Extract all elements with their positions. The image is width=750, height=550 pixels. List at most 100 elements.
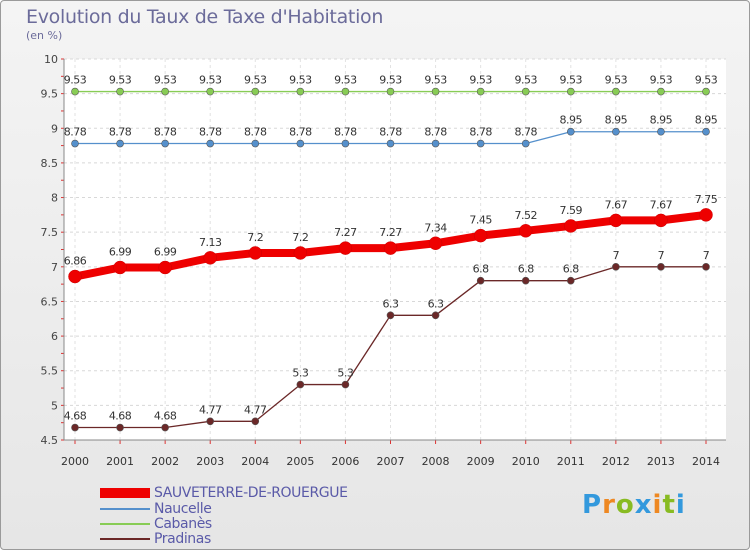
y-tick-label: 5 <box>51 399 58 412</box>
data-label-naucelle: 8.78 <box>469 126 492 139</box>
x-tick-label: 2011 <box>557 455 585 468</box>
data-label-pradinas: 6.8 <box>563 263 579 276</box>
data-label-pradinas: 4.68 <box>64 410 87 423</box>
data-label-caban-s: 9.53 <box>605 74 628 87</box>
legend-label-naucelle: Naucelle <box>154 501 212 517</box>
y-tick-label: 6.5 <box>41 295 59 308</box>
data-point-caban-s <box>71 87 79 96</box>
data-label-naucelle: 8.78 <box>379 126 402 139</box>
y-tick-label: 4.5 <box>41 434 59 447</box>
data-point-pradinas <box>521 276 530 285</box>
data-label-sauveterre-de-rouergue: 7.52 <box>514 209 537 222</box>
y-tick-label: 10 <box>44 53 58 66</box>
y-tick-label: 6 <box>51 330 58 343</box>
data-label-pradinas: 6.3 <box>428 297 444 310</box>
data-label-caban-s: 9.53 <box>469 74 492 87</box>
data-point-naucelle <box>476 139 485 148</box>
data-label-naucelle: 8.78 <box>334 126 357 139</box>
data-point-naucelle <box>206 139 215 148</box>
x-tick-label: 2003 <box>196 455 224 468</box>
x-tick-label: 2007 <box>377 455 405 468</box>
data-point-sauveterre-de-rouergue <box>248 246 263 260</box>
data-point-pradinas <box>702 263 710 271</box>
data-label-naucelle: 8.95 <box>695 114 718 127</box>
chart-title: Evolution du Taux de Taxe d'Habitation <box>26 6 384 28</box>
logo-letter: o <box>615 490 635 520</box>
data-point-sauveterre-de-rouergue <box>383 241 398 255</box>
x-tick-label: 2000 <box>61 455 89 468</box>
data-point-naucelle <box>116 139 124 148</box>
legend-swatch-pradinas <box>100 538 150 540</box>
data-point-naucelle <box>702 127 710 136</box>
x-tick-label: 2005 <box>286 455 314 468</box>
data-point-naucelle <box>566 127 575 136</box>
data-point-sauveterre-de-rouergue <box>564 219 578 233</box>
data-point-pradinas <box>431 311 440 320</box>
data-point-naucelle <box>657 127 665 136</box>
data-point-caban-s <box>657 87 665 96</box>
x-tick-label: 2004 <box>241 455 269 468</box>
y-tick-label: 7.5 <box>41 226 59 239</box>
x-tick-label: 2009 <box>467 455 495 468</box>
data-point-naucelle <box>612 127 620 136</box>
data-point-pradinas <box>116 423 124 432</box>
data-label-naucelle: 8.95 <box>605 114 628 127</box>
legend-swatch-naucelle <box>100 508 150 510</box>
data-point-pradinas <box>71 423 79 432</box>
data-point-sauveterre-de-rouergue <box>293 246 308 260</box>
data-point-sauveterre-de-rouergue <box>473 228 488 243</box>
data-point-sauveterre-de-rouergue <box>203 251 217 265</box>
chart-subtitle: (en %) <box>26 29 63 42</box>
data-label-sauveterre-de-rouergue: 7.59 <box>560 204 583 217</box>
data-point-naucelle <box>296 139 305 148</box>
x-tick-label: 2013 <box>647 455 675 468</box>
data-label-sauveterre-de-rouergue: 7.13 <box>199 236 222 249</box>
data-label-sauveterre-de-rouergue: 6.86 <box>64 255 87 268</box>
data-point-caban-s <box>206 87 215 96</box>
data-label-pradinas: 7 <box>658 249 665 262</box>
data-point-naucelle <box>521 139 530 148</box>
y-tick-label: 9.5 <box>41 88 59 101</box>
data-label-pradinas: 4.77 <box>244 403 267 416</box>
data-label-caban-s: 9.53 <box>695 74 718 87</box>
legend-swatch-cabanes <box>100 523 150 525</box>
data-label-naucelle: 8.78 <box>424 126 447 139</box>
data-label-pradinas: 5.3 <box>292 367 308 380</box>
data-point-sauveterre-de-rouergue <box>518 224 533 238</box>
data-point-sauveterre-de-rouergue <box>609 213 623 228</box>
legend-label-pradinas: Pradinas <box>154 531 211 547</box>
logo-letter: i <box>652 490 663 520</box>
legend-label-sauveterre: SAUVETERRE-DE-ROUERGUE <box>154 485 348 501</box>
legend-swatch-sauveterre <box>100 488 150 498</box>
data-label-caban-s: 9.53 <box>424 74 447 87</box>
data-label-pradinas: 6.8 <box>518 263 534 276</box>
x-tick-label: 2014 <box>692 455 720 468</box>
data-point-caban-s <box>521 87 530 96</box>
data-point-caban-s <box>702 87 710 96</box>
data-label-caban-s: 9.53 <box>334 74 357 87</box>
data-point-pradinas <box>386 311 395 320</box>
line-chart: 4.5 5 5.5 6 6.5 7 7.5 8 8.5 9 9.5 10 2000 2001 2002 200… <box>41 53 726 468</box>
data-point-sauveterre-de-rouergue <box>113 260 127 275</box>
data-point-caban-s <box>476 87 485 96</box>
data-point-naucelle <box>386 139 395 148</box>
data-point-caban-s <box>566 87 575 96</box>
data-point-pradinas <box>251 417 260 426</box>
data-point-sauveterre-de-rouergue <box>338 241 353 255</box>
data-label-pradinas: 7 <box>703 249 710 262</box>
data-point-naucelle <box>431 139 440 148</box>
data-label-pradinas: 4.68 <box>154 410 177 423</box>
data-point-naucelle <box>71 139 79 148</box>
data-point-pradinas <box>612 263 620 271</box>
data-point-pradinas <box>476 276 485 285</box>
data-point-caban-s <box>612 87 620 96</box>
data-label-sauveterre-de-rouergue: 7.75 <box>695 193 718 206</box>
data-label-caban-s: 9.53 <box>650 74 673 87</box>
data-label-caban-s: 9.53 <box>109 74 132 87</box>
data-label-caban-s: 9.53 <box>244 74 267 87</box>
data-label-naucelle: 8.78 <box>64 126 87 139</box>
data-label-sauveterre-de-rouergue: 6.99 <box>154 246 177 259</box>
data-label-naucelle: 8.78 <box>514 126 537 139</box>
y-tick-label: 9 <box>51 122 58 135</box>
data-point-naucelle <box>251 139 260 148</box>
